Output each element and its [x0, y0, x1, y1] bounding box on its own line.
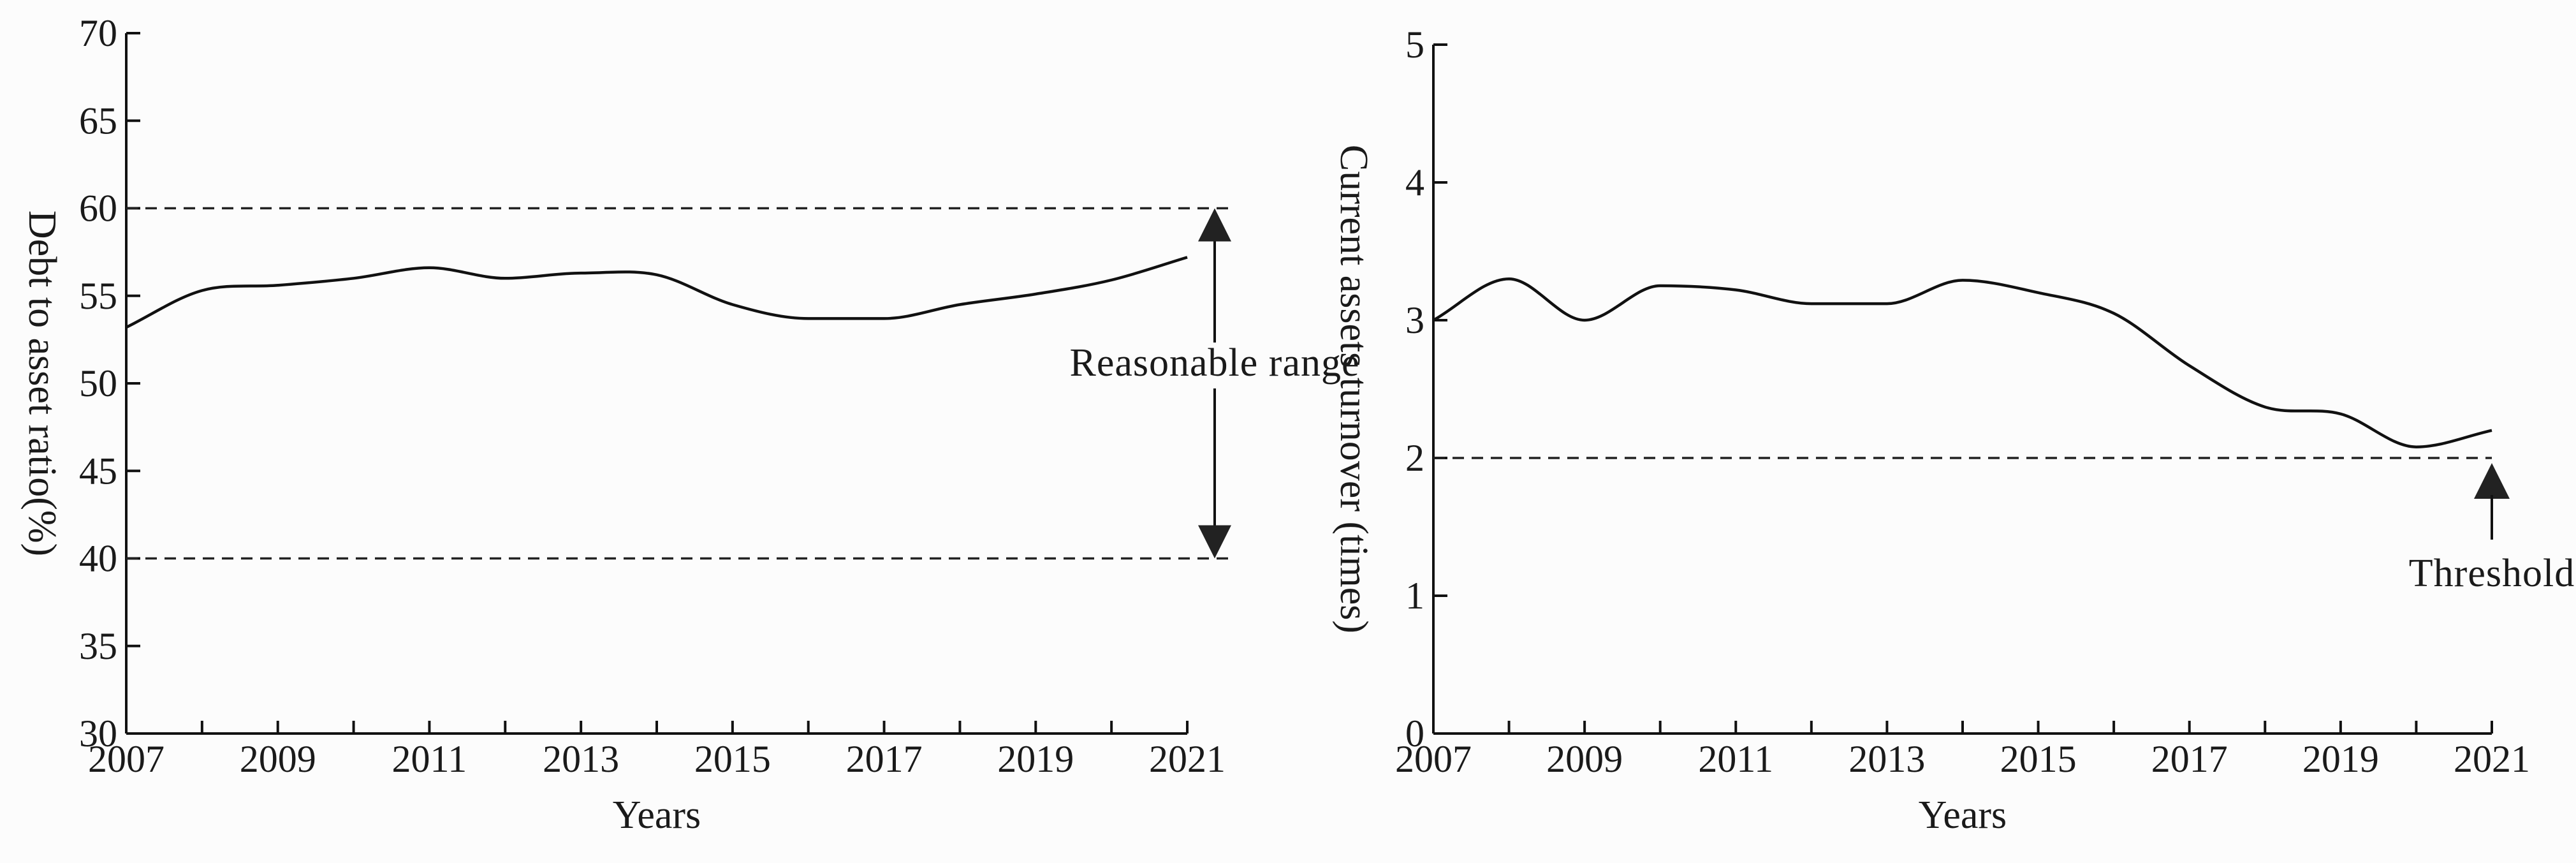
- y-tick-label: 5: [1405, 24, 1424, 66]
- x-tick-label: 2011: [1698, 738, 1773, 780]
- y-tick-label: 55: [79, 275, 117, 317]
- y-tick-label: 3: [1405, 299, 1424, 341]
- y-tick-label: 70: [79, 12, 117, 54]
- x-tick-label: 2015: [694, 738, 771, 780]
- y-tick-label: 50: [79, 362, 117, 404]
- x-tick-label: 2009: [1546, 738, 1623, 780]
- x-tick-label: 2019: [2302, 738, 2379, 780]
- x-tick-label: 2013: [543, 738, 619, 780]
- y-tick-label: 30: [79, 712, 117, 755]
- y-tick-label: 1: [1405, 575, 1424, 617]
- x-tick-label: 2009: [240, 738, 316, 780]
- x-tick-label: 2017: [846, 738, 923, 780]
- threshold-label: Threshold: [2409, 552, 2575, 595]
- assets-turnover-chart: 0 1 2 3 4 5 2007 2009 2011 2013 2015 2017 2019 2021 Ye…: [1332, 24, 2575, 837]
- y-tick-label: 45: [79, 450, 117, 492]
- y-tick-label: 60: [79, 188, 117, 230]
- series-line: [126, 256, 1188, 329]
- y-axis-title: Current assets turnover (times): [1332, 145, 1375, 633]
- x-tick-label: 2007: [1395, 738, 1472, 780]
- x-tick-label: 2015: [2000, 738, 2077, 780]
- x-axis-title: Years: [1919, 793, 2007, 837]
- y-tick-label: 2: [1405, 437, 1424, 479]
- x-tick-label: 2021: [2454, 738, 2530, 780]
- debt-ratio-chart: 30 35 40 45 50 55 60 65 70 2007 2009 2011 2013 2015 20…: [20, 12, 1393, 837]
- arrow-down-icon: [1198, 525, 1231, 559]
- y-tick-label: 35: [79, 625, 117, 667]
- annotation-background: [1036, 343, 1393, 388]
- y-tick-label: 40: [79, 538, 117, 580]
- x-tick-label: 2013: [1848, 738, 1925, 780]
- reasonable-range-label: Reasonable range: [1070, 341, 1360, 385]
- x-tick-label: 2011: [392, 738, 467, 780]
- y-tick-label: 0: [1405, 712, 1424, 755]
- x-tick-label: 2019: [997, 738, 1074, 780]
- x-axis-title: Years: [613, 793, 701, 837]
- arrow-up-icon: [1198, 208, 1231, 242]
- x-tick-label: 2017: [2151, 738, 2228, 780]
- y-tick-label: 65: [79, 100, 117, 142]
- series-line: [1432, 277, 2492, 448]
- x-tick-label: 2021: [1149, 738, 1226, 780]
- x-tick-label: 2007: [88, 738, 165, 780]
- arrow-up-icon: [2474, 463, 2510, 499]
- y-axis-title: Debt to asset ratio(%): [20, 210, 64, 556]
- y-tick-label: 4: [1405, 161, 1424, 203]
